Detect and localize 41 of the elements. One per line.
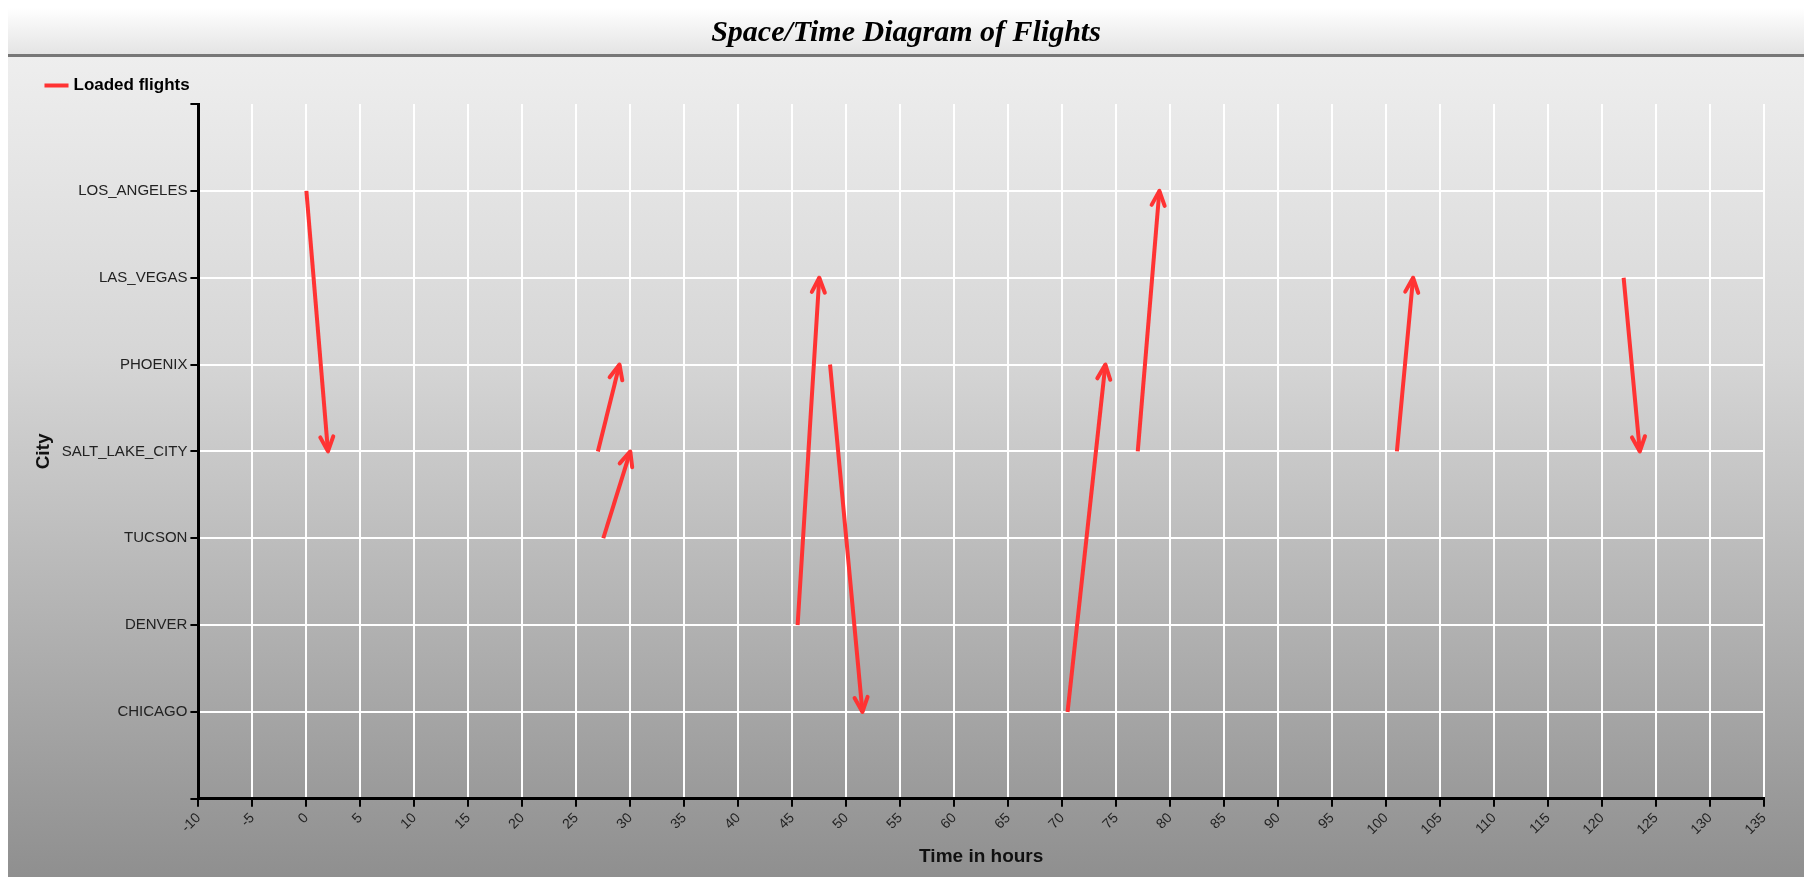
x-tick-label: 135 <box>1741 809 1769 838</box>
x-tick-label: 45 <box>774 809 798 832</box>
y-tick-label: CHICAGO <box>117 702 188 720</box>
x-tick-label: 75 <box>1098 809 1122 832</box>
chart-title: Space/Time Diagram of Flights <box>711 14 1101 48</box>
y-tick-label: LAS_VEGAS <box>99 267 188 285</box>
x-tick-label: 80 <box>1152 809 1176 832</box>
x-tick-label: 90 <box>1260 809 1284 832</box>
x-tick-label: 120 <box>1579 809 1608 838</box>
legend-label: Loaded flights <box>73 75 190 95</box>
y-tick-label: DENVER <box>124 615 188 633</box>
x-tick-label: -10 <box>177 809 204 835</box>
x-tick-label: 5 <box>348 809 366 827</box>
y-axis-title: City <box>31 433 53 470</box>
x-tick-label: 35 <box>666 809 690 832</box>
x-axis-title: Time in hours <box>919 844 1044 866</box>
x-tick-label: 115 <box>1525 809 1554 837</box>
x-tick-label: 55 <box>882 809 906 832</box>
x-tick-label: 105 <box>1417 809 1446 838</box>
x-tick-label: 30 <box>612 809 636 832</box>
x-tick-label: 60 <box>936 809 960 832</box>
x-tick-label: 85 <box>1206 809 1230 832</box>
x-tick-label: 70 <box>1044 809 1068 832</box>
y-tick-label: SALT_LAKE_CITY <box>61 441 188 459</box>
x-tick-label: 15 <box>450 809 474 832</box>
x-tick-label: 20 <box>504 809 528 832</box>
x-tick-label: 100 <box>1363 809 1392 838</box>
x-tick-label: 65 <box>990 809 1014 832</box>
x-tick-label: 110 <box>1471 809 1500 837</box>
y-tick-label: TUCSON <box>124 528 188 546</box>
x-tick-label: -5 <box>237 809 258 830</box>
x-tick-label: 40 <box>720 809 744 832</box>
y-tick-label: LOS_ANGELES <box>78 180 188 198</box>
y-tick-label: PHOENIX <box>119 354 188 372</box>
x-tick-label: 130 <box>1687 809 1716 838</box>
x-tick-label: 50 <box>828 809 852 832</box>
x-tick-label: 10 <box>396 809 420 832</box>
x-tick-label: 125 <box>1633 809 1662 838</box>
x-tick-label: 25 <box>558 809 582 832</box>
x-tick-label: 0 <box>294 809 312 827</box>
x-tick-label: 95 <box>1314 809 1338 832</box>
